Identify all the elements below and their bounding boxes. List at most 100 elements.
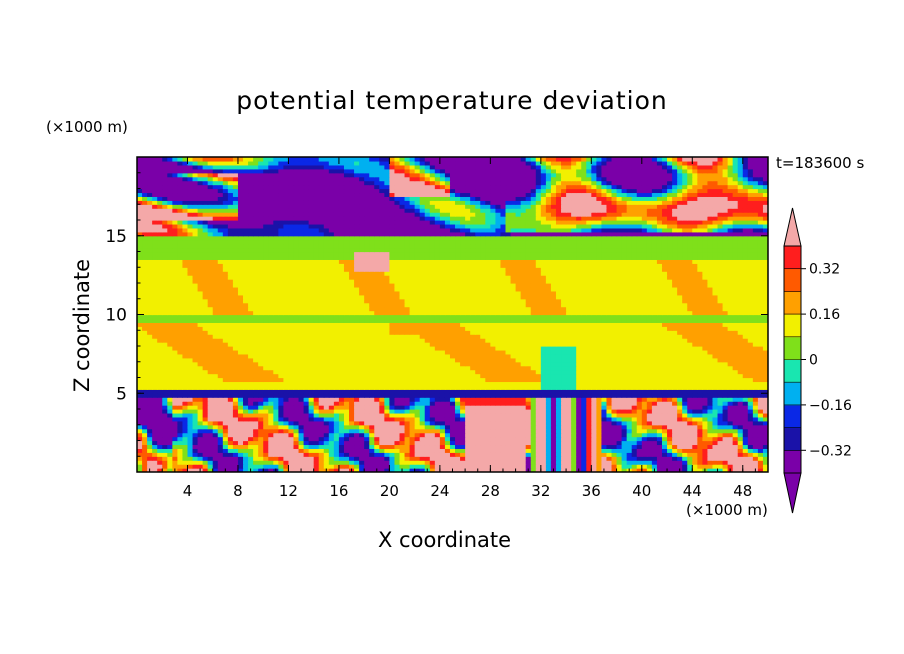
heatmap-cell	[303, 314, 310, 320]
heatmap-cell	[530, 349, 537, 355]
heatmap-cell	[621, 428, 628, 434]
heatmap-cell	[672, 436, 678, 442]
heatmap-cell	[682, 452, 688, 457]
heatmap-cell	[727, 456, 734, 461]
heatmap-cell	[359, 420, 365, 426]
heatmap-cell	[439, 468, 446, 472]
heatmap-cell	[394, 393, 401, 398]
heatmap-cell	[540, 330, 547, 335]
heatmap-cell	[414, 385, 421, 390]
heatmap-cell	[434, 464, 441, 469]
heatmap-cell	[434, 369, 441, 375]
heatmap-cell	[697, 420, 703, 426]
heatmap-cell	[641, 334, 648, 339]
heatmap-cell	[263, 464, 269, 469]
heatmap-cell	[187, 326, 194, 331]
heatmap-cell	[596, 314, 603, 320]
heatmap-cell	[712, 424, 719, 430]
heatmap-cell	[485, 377, 491, 383]
heatmap-cell	[611, 369, 618, 375]
heatmap-cell	[470, 456, 476, 461]
heatmap-cell	[561, 456, 567, 461]
heatmap-cell	[343, 409, 350, 414]
heatmap-cell	[313, 401, 320, 406]
heatmap-cell	[318, 436, 325, 442]
heatmap-cell	[470, 334, 476, 339]
heatmap-cell	[631, 381, 638, 386]
heatmap-cell	[389, 330, 396, 335]
heatmap-cell	[631, 361, 638, 367]
heatmap-cell	[566, 365, 572, 371]
heatmap-cell	[717, 326, 724, 331]
heatmap-cell	[722, 412, 729, 418]
heatmap-cell	[747, 369, 754, 375]
heatmap-cell	[661, 381, 668, 386]
heatmap-cell	[222, 338, 229, 343]
heatmap-cell	[677, 322, 683, 327]
heatmap-cell	[485, 405, 491, 410]
heatmap-cell	[520, 330, 527, 335]
heatmap-cell	[707, 428, 714, 434]
heatmap-cell	[505, 326, 512, 331]
heatmap-cell	[303, 401, 310, 406]
heatmap-cell	[424, 424, 431, 430]
heatmap-cell	[682, 468, 688, 472]
heatmap-cell	[480, 393, 486, 398]
heatmap-cell	[338, 369, 345, 375]
heatmap-cell	[202, 420, 209, 426]
heatmap-cell	[288, 373, 295, 379]
heatmap-cell	[298, 448, 305, 453]
heatmap-cell	[636, 322, 643, 327]
heatmap-cell	[192, 401, 199, 406]
heatmap-cell	[581, 373, 587, 379]
heatmap-cell	[237, 401, 244, 406]
heatmap-cell	[298, 389, 305, 394]
heatmap-cell	[555, 405, 562, 410]
heatmap-cell	[364, 322, 370, 327]
heatmap-cell	[707, 432, 714, 438]
heatmap-cell	[550, 448, 557, 453]
heatmap-cell	[278, 456, 284, 461]
heatmap-cell	[207, 353, 214, 359]
heatmap-cell	[561, 401, 567, 406]
heatmap-cell	[455, 416, 461, 422]
heatmap-cell	[374, 440, 380, 446]
heatmap-cell	[631, 314, 638, 320]
heatmap-cell	[465, 397, 471, 402]
heatmap-cell	[147, 424, 153, 430]
heatmap-cell	[313, 385, 320, 390]
heatmap-cell	[328, 460, 335, 465]
heatmap-cell	[152, 349, 158, 355]
heatmap-cell	[581, 318, 587, 323]
heatmap-cell	[495, 349, 502, 355]
heatmap-cell	[197, 357, 204, 363]
heatmap-cell	[379, 361, 385, 367]
heatmap-cell	[232, 428, 239, 434]
heatmap-cell	[222, 365, 229, 371]
heatmap-cell	[359, 346, 365, 351]
heatmap-cell	[394, 330, 401, 335]
heatmap-cell	[379, 385, 385, 390]
heatmap-cell	[404, 464, 411, 469]
heatmap-cell	[762, 361, 768, 367]
heatmap-cell	[404, 369, 411, 375]
heatmap-cell	[535, 409, 542, 414]
heatmap-cell	[535, 428, 542, 434]
heatmap-cell	[616, 401, 623, 406]
heatmap-cell	[555, 409, 562, 414]
heatmap-cell	[540, 424, 547, 430]
heatmap-cell	[217, 389, 224, 394]
heatmap-cell	[540, 448, 547, 453]
heatmap-cell	[692, 468, 698, 472]
heatmap-cell	[379, 322, 385, 327]
heatmap-cell	[667, 353, 673, 359]
heatmap-cell	[253, 401, 259, 406]
heatmap-cell	[707, 464, 714, 469]
heatmap-cell	[702, 346, 709, 351]
heatmap-cell	[530, 361, 537, 367]
heatmap-cell	[232, 440, 239, 446]
heatmap-cell	[444, 448, 451, 453]
heatmap-cell	[147, 432, 153, 438]
heatmap-cell	[268, 420, 274, 426]
heatmap-cell	[263, 393, 269, 398]
